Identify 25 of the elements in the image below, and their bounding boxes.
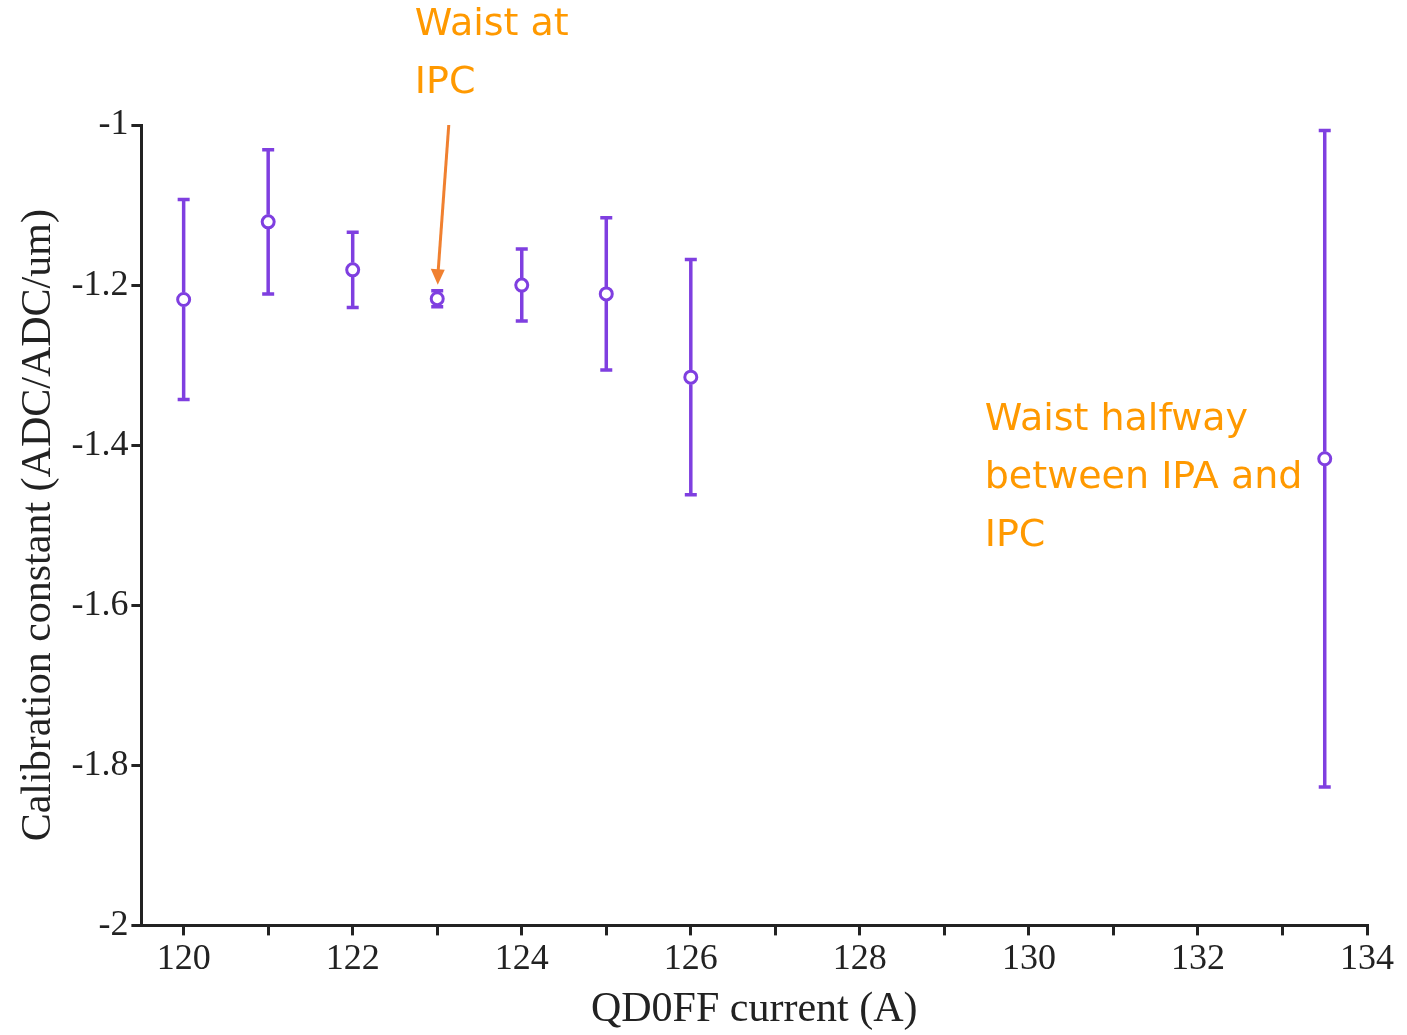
y-tick-label: -1.8 xyxy=(71,742,129,783)
point xyxy=(598,286,614,302)
point xyxy=(683,369,699,385)
y-axis-title: Calibration constant (ADC/ADC/um) xyxy=(13,209,61,842)
annotation: Waist halfway between IPA and IPC xyxy=(984,394,1303,555)
x-tick-label: 132 xyxy=(1170,937,1225,978)
x-tick-label: 130 xyxy=(1001,937,1056,978)
point xyxy=(260,214,276,230)
point xyxy=(1317,451,1333,467)
x-tick-label: 134 xyxy=(1340,937,1394,978)
y-tick-label: -2 xyxy=(98,902,129,943)
text: Waist at IPC xyxy=(414,0,569,102)
y-tick-label: -1.4 xyxy=(71,422,129,463)
y-tick-label: -1.2 xyxy=(71,262,129,303)
y-tick-label: -1 xyxy=(98,102,129,143)
y-tick-label: -1.6 xyxy=(71,582,129,623)
x-tick-label: 120 xyxy=(156,937,211,978)
x-tick-label: 126 xyxy=(663,937,718,978)
x-tick-label: 124 xyxy=(494,937,549,978)
x-tick-label: 122 xyxy=(325,937,380,978)
point xyxy=(345,262,361,278)
point xyxy=(514,277,530,293)
point xyxy=(176,291,192,307)
x-tick-label: 128 xyxy=(832,937,887,978)
x-axis-title: QD0FF current (A) xyxy=(590,983,918,1031)
